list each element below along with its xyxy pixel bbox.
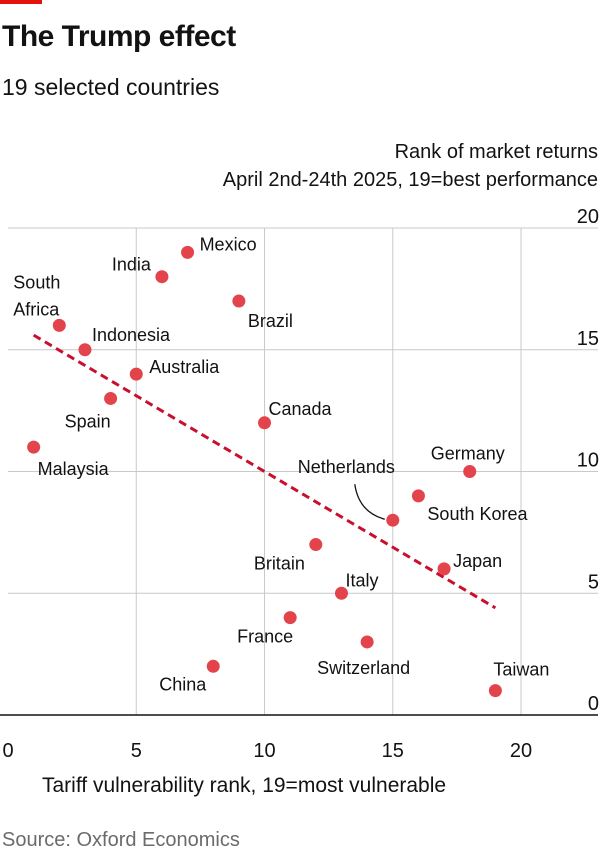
netherlands-leader-line [354, 484, 385, 520]
chart-subtitle: 19 selected countries [2, 74, 220, 100]
y-axis-label: Rank of market returns April 2nd-24th 20… [98, 138, 598, 194]
data-point [334, 586, 348, 600]
data-point [437, 562, 451, 576]
data-point [181, 245, 195, 259]
point-label: Australia [149, 357, 220, 377]
point-label: Brazil [248, 311, 293, 331]
x-axis-label: Tariff vulnerability rank, 19=most vulne… [42, 774, 446, 797]
point-label: Mexico [200, 234, 257, 254]
data-point [155, 270, 169, 284]
y-tick-label: 15 [577, 328, 599, 350]
x-tick-label: 0 [2, 740, 13, 762]
y-axis-label-line1: Rank of market returns [394, 141, 598, 163]
point-label: Taiwan [493, 660, 549, 680]
data-point [386, 513, 400, 527]
data-point [206, 659, 220, 673]
point-label: Switzerland [317, 658, 410, 678]
point-label: India [112, 255, 152, 275]
data-point [283, 611, 297, 625]
y-tick-label: 20 [577, 206, 599, 228]
point-label: Canada [269, 399, 333, 419]
point-label-line: Africa [13, 299, 60, 319]
data-point [309, 538, 323, 552]
data-point [488, 684, 502, 698]
source-note: Source: Oxford Economics [2, 829, 240, 851]
point-label: Netherlands [298, 457, 395, 477]
data-point [360, 635, 374, 649]
data-point [411, 489, 425, 503]
data-point [78, 343, 92, 357]
data-point [129, 367, 143, 381]
point-label: France [237, 627, 293, 647]
y-tick-label: 10 [577, 450, 599, 472]
data-point [232, 294, 246, 308]
y-axis-label-line2: April 2nd-24th 2025, 19=best performance [222, 169, 598, 191]
point-label: South Africa [13, 272, 60, 319]
point-label: China [159, 674, 207, 694]
data-point [52, 318, 66, 332]
x-tick-label: 10 [253, 740, 275, 762]
x-tick-label: 15 [382, 740, 404, 762]
y-tick-label: 0 [588, 693, 599, 715]
point-label: Malaysia [38, 459, 110, 479]
point-label: Germany [431, 444, 505, 464]
point-label: Italy [345, 570, 378, 590]
point-label: Indonesia [92, 325, 171, 345]
trendline [32, 333, 497, 610]
data-point [104, 391, 118, 405]
x-tick-label: 20 [510, 740, 532, 762]
data-point [463, 465, 477, 478]
point-label: Spain [65, 411, 111, 431]
x-tick-label: 5 [131, 740, 142, 762]
brand-accent-bar [0, 0, 42, 4]
point-label: South Korea [427, 504, 528, 524]
point-label: Japan [453, 551, 502, 571]
point-label: Britain [254, 554, 305, 574]
data-point [258, 416, 272, 430]
point-label-line: South [13, 272, 60, 292]
data-point [27, 440, 41, 454]
chart-title: The Trump effect [2, 20, 236, 53]
y-tick-label: 5 [588, 571, 599, 593]
